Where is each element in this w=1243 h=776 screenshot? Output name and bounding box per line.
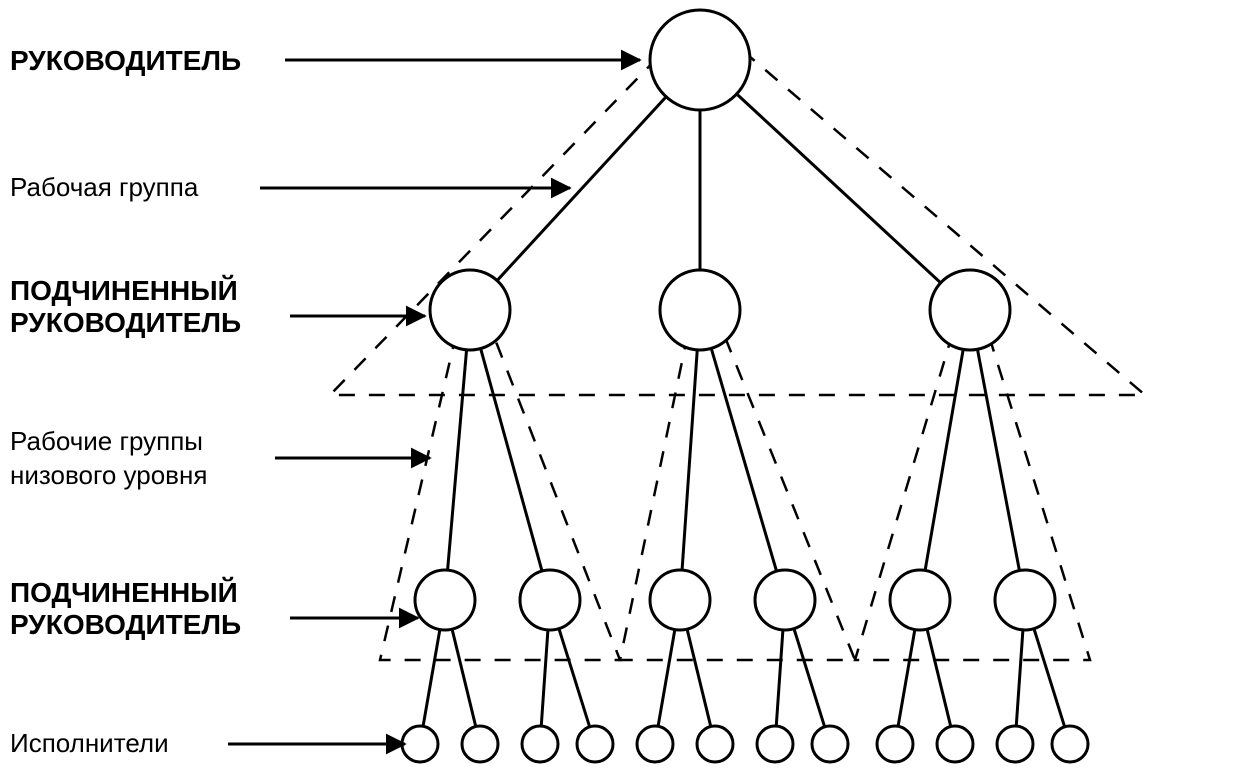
tree-edge (559, 629, 590, 727)
tree-edge (977, 349, 1019, 570)
label-working-group: Рабочая группа (10, 172, 199, 202)
tree-edge (711, 348, 776, 571)
node-executor (697, 726, 733, 762)
tree-edge (682, 350, 697, 570)
node-executor (757, 726, 793, 762)
node-executor (402, 726, 438, 762)
label-subordinate-leader-lower-2: РУКОВОДИТЕЛЬ (10, 609, 241, 640)
tree-edge (423, 630, 440, 727)
tree-edge (776, 630, 783, 726)
tree-edge (687, 629, 711, 726)
node-executor (462, 726, 498, 762)
org-hierarchy-diagram: РУКОВОДИТЕЛЬРабочая группаПОДЧИНЕННЫЙРУК… (0, 0, 1243, 776)
tree-edge (448, 350, 467, 570)
label-subordinate-leader-lower-1: ПОДЧИНЕННЫЙ (10, 576, 238, 608)
tree-edge (898, 630, 915, 727)
node-subordinate-leader (930, 270, 1010, 350)
node-executor (522, 726, 558, 762)
node-lower-leader (995, 570, 1055, 630)
node-executor (997, 726, 1033, 762)
node-executor (877, 726, 913, 762)
node-lower-leader (755, 570, 815, 630)
node-executor (637, 726, 673, 762)
label-subordinate-leader-1: ПОДЧИНЕННЫЙ (10, 274, 238, 306)
tree-edge (452, 629, 476, 726)
tree-edge (737, 94, 941, 283)
node-lower-leader (650, 570, 710, 630)
node-executor (812, 726, 848, 762)
tree-edge (541, 630, 548, 726)
node-executor (937, 726, 973, 762)
label-subordinate-leader-2: РУКОВОДИТЕЛЬ (10, 307, 241, 338)
label-lower-groups-2: низового уровня (10, 460, 207, 490)
node-subordinate-leader (430, 270, 510, 350)
node-lower-leader (520, 570, 580, 630)
node-leader (650, 10, 750, 110)
node-executor (1052, 726, 1088, 762)
tree-edge (927, 629, 951, 726)
tree-edge (1034, 629, 1065, 727)
node-lower-leader (890, 570, 950, 630)
tree-edge (794, 629, 825, 727)
tree-edge (925, 349, 963, 570)
tree-edge (1016, 630, 1023, 726)
label-leader: РУКОВОДИТЕЛЬ (10, 45, 241, 76)
node-lower-leader (415, 570, 475, 630)
node-subordinate-leader (660, 270, 740, 350)
node-executor (577, 726, 613, 762)
label-lower-groups-1: Рабочие группы (10, 426, 203, 456)
tree-edge (658, 630, 675, 727)
label-executors: Исполнители (10, 728, 169, 758)
